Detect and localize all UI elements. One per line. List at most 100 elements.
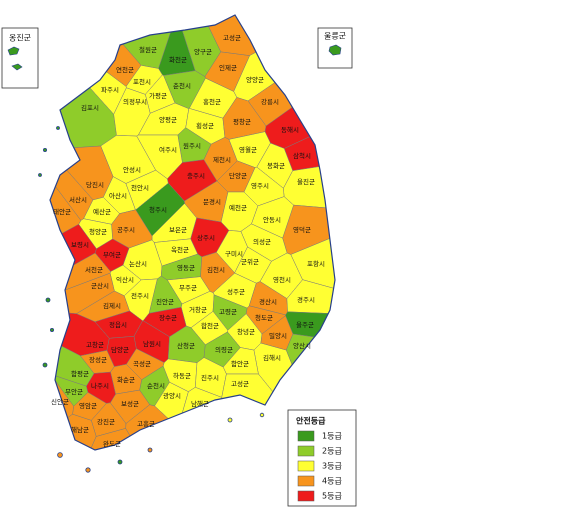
legend-swatch: [297, 490, 315, 502]
region-label: 장성군: [89, 355, 107, 364]
region-label: 전주시: [131, 291, 149, 300]
region-label: 성주군: [227, 287, 245, 296]
legend-swatch: [297, 445, 315, 457]
coastline: [49, 14, 336, 451]
region-label: 순천시: [147, 381, 165, 390]
region-layer: [50, 15, 335, 450]
region-label: 영동군: [177, 263, 195, 272]
legend-label: 4등급: [322, 477, 342, 486]
region-label: 고흥군: [137, 419, 155, 428]
region-label: 창녕군: [237, 328, 255, 336]
region-label: 구미시: [225, 249, 243, 258]
legend-label: 2등급: [322, 447, 342, 456]
region-label: 고성군: [231, 379, 249, 388]
region-label: 장수군: [159, 313, 177, 322]
region-label: 김포시: [81, 104, 99, 112]
region-label: 원주시: [183, 141, 201, 150]
region-label: 진안군: [156, 297, 174, 306]
region-label: 안성시: [123, 165, 141, 174]
region-label: 강릉시: [261, 97, 279, 106]
region-label: 함안군: [231, 359, 249, 368]
region-label: 고창군: [86, 341, 104, 349]
region-label: 홍천군: [203, 97, 221, 106]
region-label: 나주시: [91, 381, 109, 390]
region-label: 예산군: [93, 207, 111, 216]
region-label: 청도군: [255, 314, 273, 322]
legend-label: 1등급: [322, 432, 342, 441]
inset-island: [7, 46, 23, 71]
region-label: 밀양시: [269, 332, 287, 340]
region-label: 서산시: [69, 195, 87, 204]
region-label: 거창군: [189, 305, 207, 314]
region-label: 공주시: [117, 226, 135, 234]
region-label: 인제군: [219, 63, 237, 72]
region-label: 당진시: [86, 180, 104, 189]
region-label: 문경시: [203, 197, 221, 206]
region-label: 보은군: [169, 226, 187, 234]
region-label: 가평군: [149, 91, 167, 100]
islands: [38, 126, 265, 473]
region-label: 무주군: [179, 284, 197, 292]
region-label: 양평군: [159, 115, 177, 124]
region-label: 단양군: [229, 171, 247, 180]
region-label: 김제시: [103, 302, 121, 310]
region-label: 화순군: [117, 376, 135, 384]
region-label: 청주시: [149, 206, 167, 214]
inset-box: [1, 27, 39, 89]
region-label: 강진군: [97, 417, 115, 426]
region-label: 고성군: [223, 33, 241, 42]
region-label: 삼척시: [293, 151, 311, 160]
region-label: 하동군: [173, 371, 191, 380]
region-label: 울진군: [297, 177, 315, 186]
region-label: 포천시: [133, 77, 151, 86]
region-label: 천안시: [131, 183, 149, 192]
region-label: 화천군: [169, 55, 187, 64]
region: [50, 413, 97, 450]
region-label: 경산시: [259, 297, 277, 306]
region-label: 울주군: [296, 321, 314, 329]
region-label: 동해시: [281, 125, 299, 134]
inset-label: 옹진군: [9, 33, 31, 43]
region-label: 김천시: [207, 265, 225, 274]
region-label: 충주시: [187, 171, 205, 180]
legend-swatch: [297, 475, 315, 487]
region-label: 익산시: [116, 275, 134, 284]
region-label: 의성군: [253, 237, 271, 246]
region-label: 정읍시: [109, 320, 127, 329]
region-label: 상주시: [197, 233, 215, 242]
region-label: 영덕군: [293, 225, 311, 234]
region-label: 서천군: [85, 265, 103, 274]
region-label: 양양군: [246, 76, 264, 84]
legend-swatch: [297, 430, 315, 442]
region-label: 고령군: [219, 308, 237, 316]
region-label: 여주시: [159, 145, 177, 154]
region-label: 평창군: [233, 117, 251, 126]
legend-title: 안전등급: [296, 416, 326, 426]
region-label: 진주시: [201, 373, 219, 382]
region-label: 김해시: [263, 353, 281, 362]
region-label: 산청군: [177, 341, 195, 350]
region: [216, 230, 248, 274]
legend: 안전등급 1등급 2등급 3등급 4등급 5등급: [287, 409, 357, 507]
region-label: 경주시: [297, 295, 315, 304]
region-label: 보성군: [121, 399, 139, 408]
region-label: 영천시: [273, 275, 291, 284]
region-label: 완도군: [103, 440, 121, 448]
region-label: 양구군: [194, 48, 212, 56]
region-label: 옥천군: [171, 245, 189, 254]
inset-island: [328, 44, 342, 56]
region-label: 의령군: [215, 345, 233, 354]
region-label: 의정부시: [123, 97, 147, 106]
region-label: 봉화군: [267, 162, 285, 170]
region-label: 영월군: [239, 145, 257, 154]
legend-label: 3등급: [322, 462, 342, 471]
legend-label: 5등급: [322, 492, 342, 501]
region-label: 철원군: [139, 45, 157, 54]
region-label: 포항시: [307, 259, 325, 268]
region-label: 남원시: [143, 339, 161, 348]
region-label: 남해군: [191, 399, 209, 408]
region-label: 해남군: [71, 425, 89, 434]
region-label: 군위군: [241, 258, 259, 266]
